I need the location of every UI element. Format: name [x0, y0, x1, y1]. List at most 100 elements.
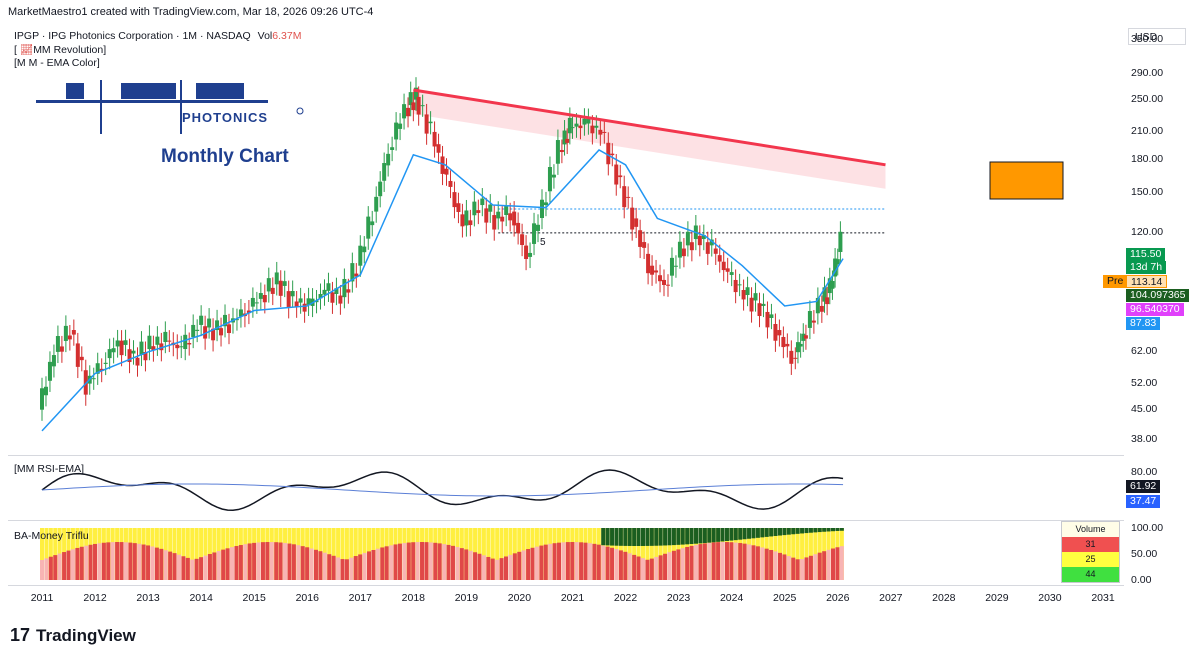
- money-bar-green: [654, 528, 659, 546]
- money-bar: [548, 543, 553, 580]
- candle-body: [219, 328, 224, 336]
- candle-body: [63, 325, 68, 341]
- time-tick: 2016: [295, 592, 319, 604]
- money-bar: [349, 557, 354, 580]
- money-bar: [119, 542, 124, 580]
- money-bar: [53, 555, 58, 580]
- money-bar-green: [614, 528, 619, 546]
- money-bar-bg: [508, 528, 513, 580]
- symbol-line: IPGP · IPG Photonics Corporation · 1M · …: [14, 30, 251, 42]
- money-bar-green: [618, 528, 623, 546]
- money-bar-green: [769, 528, 774, 537]
- money-bar: [786, 556, 791, 580]
- candle-body: [67, 335, 72, 340]
- money-bar: [689, 545, 694, 580]
- indicator-legend-2[interactable]: [M M - EMA Color]: [14, 57, 100, 69]
- money-bar: [579, 542, 584, 580]
- money-bar-bg: [48, 528, 53, 580]
- candle-body: [306, 298, 311, 305]
- money-bar: [393, 544, 398, 580]
- money-bar-green: [835, 528, 840, 531]
- money-bar: [212, 552, 217, 580]
- money-bar-green: [707, 528, 712, 543]
- money-bar: [490, 558, 495, 580]
- money-bar-green: [751, 528, 756, 539]
- time-tick: 2014: [189, 592, 213, 604]
- currency-selector[interactable]: USD: [1128, 28, 1186, 45]
- volume-table-header: Volume: [1062, 522, 1119, 537]
- volume-value: 6.37M: [272, 30, 302, 42]
- chart-icon: 📈︎: [19, 44, 34, 56]
- money-bar-green: [636, 528, 641, 546]
- candle-body: [681, 248, 686, 257]
- candle-body: [697, 235, 702, 246]
- indicator-legend-1[interactable]: [ 📈︎MM Revolution]: [14, 44, 107, 56]
- candle-body: [669, 257, 674, 276]
- candle-body: [822, 287, 827, 302]
- candle-body: [294, 301, 299, 307]
- candle-body: [290, 290, 295, 297]
- candle-body: [618, 175, 623, 178]
- money-bar: [234, 546, 239, 580]
- rsi-title[interactable]: [MM RSI-EMA]: [14, 463, 84, 475]
- money-bar-green: [632, 528, 637, 546]
- money-bar: [512, 553, 517, 580]
- candle-body: [119, 340, 124, 356]
- candle-body: [55, 336, 60, 352]
- money-bar: [826, 549, 831, 580]
- time-tick: 2023: [666, 592, 691, 604]
- money-bar: [424, 542, 429, 580]
- candle-body: [59, 346, 64, 352]
- money-bar-green: [676, 528, 681, 545]
- candle-body: [803, 335, 808, 339]
- money-bar-bg: [636, 528, 641, 580]
- candle-body: [765, 311, 770, 328]
- money-bar: [93, 543, 98, 580]
- money-bar: [720, 542, 725, 580]
- candle-body: [825, 297, 830, 305]
- money-bar: [769, 550, 774, 580]
- money-bar-bg: [203, 528, 208, 580]
- money-axis-50: 50.00: [1131, 548, 1158, 560]
- money-bar: [163, 550, 168, 580]
- money-bar: [172, 553, 177, 580]
- money-bar-bg: [194, 528, 199, 580]
- candle-body: [175, 344, 180, 349]
- panel-divider: [8, 585, 1124, 586]
- candle-body: [398, 123, 403, 129]
- money-bar-green: [671, 528, 676, 546]
- money-bar-green: [685, 528, 690, 545]
- candle-body: [769, 314, 774, 318]
- money-bar: [676, 549, 681, 580]
- money-bar: [44, 558, 49, 580]
- candle-body: [139, 341, 144, 355]
- money-bar-bg: [336, 528, 341, 580]
- tradingview-brand[interactable]: 17 TradingView: [10, 625, 136, 646]
- symbol-legend[interactable]: IPGP · IPG Photonics Corporation · 1M · …: [14, 30, 301, 42]
- candle-body: [414, 87, 419, 100]
- candle-body: [827, 278, 832, 294]
- resistance-trendline[interactable]: [413, 88, 886, 167]
- money-bar: [88, 544, 93, 580]
- money-bar: [517, 551, 522, 580]
- candle-body: [798, 343, 803, 347]
- candle-body: [729, 272, 734, 275]
- money-title[interactable]: BA-Money Triflu: [14, 530, 89, 542]
- candle-body: [594, 125, 599, 128]
- candle-body: [262, 295, 267, 303]
- candle-body: [362, 246, 367, 253]
- candle-body: [302, 303, 307, 312]
- money-bar: [336, 557, 341, 580]
- money-bar: [384, 546, 389, 580]
- trend-channel: [413, 89, 886, 189]
- candle-body: [215, 320, 220, 331]
- candle-body: [642, 242, 647, 248]
- money-bar: [287, 543, 292, 580]
- price-tick: 150.00: [1131, 185, 1164, 198]
- money-bar: [190, 559, 195, 580]
- candle-body: [111, 348, 116, 353]
- money-bar: [601, 545, 606, 580]
- candle-body: [654, 270, 659, 273]
- price-tick: 52.00: [1131, 376, 1158, 389]
